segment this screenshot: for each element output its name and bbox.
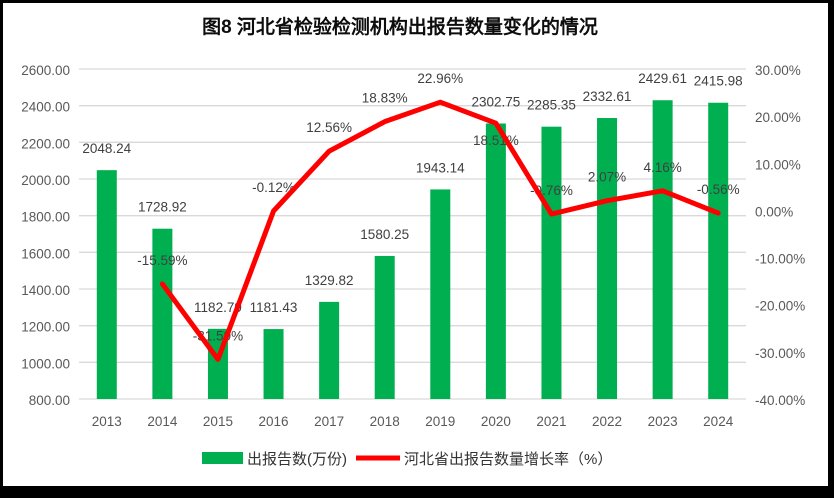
bar-label-2015: 1182.79 [194, 300, 242, 315]
legend: 出报告数(万份) 河北省出报告数量增长率（%） [202, 451, 612, 468]
left-axis-tick: 1000.00 [21, 356, 70, 371]
left-axis-tick: 2000.00 [21, 173, 70, 188]
bar-series [96, 100, 729, 400]
left-axis-tick: 2600.00 [21, 63, 70, 78]
bar-label-2024: 2415.98 [694, 74, 743, 89]
bar-label-2021: 2285.35 [527, 98, 576, 113]
line-legend-label: 河北省出报告数量增长率（%） [404, 451, 612, 468]
bar-label-2019: 1943.14 [416, 160, 465, 175]
x-axis-labels: 2013 2014 2015 2016 2017 2018 2019 2020 2021 2022… [92, 414, 734, 429]
left-axis-tick: 800.00 [29, 393, 70, 408]
bar-label-2018: 1580.25 [360, 227, 409, 242]
bar-2013 [96, 170, 117, 399]
line-value-labels: -15.59%-31.59%-0.12%12.56%18.83%22.96%18… [137, 71, 739, 343]
x-axis-tick-2019: 2019 [425, 414, 455, 429]
line-series [159, 99, 721, 362]
x-axis-tick-2020: 2020 [481, 414, 511, 429]
line-label-2022: 2.07% [588, 170, 626, 185]
bar-label-2013: 2048.24 [82, 141, 131, 156]
line-label-2024: -0.56% [697, 182, 740, 197]
left-axis-tick: 2200.00 [21, 136, 70, 151]
right-axis-tick: -30.00% [755, 346, 805, 361]
bar-2016 [263, 329, 284, 399]
bar-2020 [485, 123, 506, 399]
x-axis-tick-2017: 2017 [314, 414, 344, 429]
left-axis-ticks: 2600.00 2400.00 2200.00 2000.00 1800.00 1600.… [21, 63, 70, 408]
right-axis-tick: 0.00% [755, 204, 793, 219]
left-axis-tick: 1200.00 [21, 320, 70, 335]
left-axis-tick: 1400.00 [21, 283, 70, 298]
bar-label-2023: 2429.61 [638, 71, 687, 86]
bar-2018 [374, 255, 395, 399]
bar-2017 [319, 301, 340, 399]
growth-rate-line [159, 99, 721, 362]
left-axis-tick: 1600.00 [21, 246, 70, 261]
left-axis-tick: 2400.00 [21, 100, 70, 115]
x-axis-tick-2013: 2013 [92, 414, 122, 429]
right-axis-tick: 20.00% [755, 110, 801, 125]
right-axis-tick: 10.00% [755, 157, 801, 172]
bar-2022 [597, 118, 618, 400]
bar-label-2022: 2332.61 [583, 89, 632, 104]
right-axis-tick: -40.00% [755, 393, 805, 408]
line-label-2016: -0.12% [252, 180, 295, 195]
bar-2023 [652, 100, 673, 400]
line-label-2014: -15.59% [137, 253, 187, 268]
bar-value-labels: 2048.24 1728.92 1182.79 1181.43 1329.82 1580.… [82, 71, 742, 315]
x-axis-tick-2024: 2024 [703, 414, 734, 429]
bar-2021 [541, 126, 562, 399]
bar-2014 [152, 228, 173, 399]
x-axis-tick-2021: 2021 [536, 414, 566, 429]
x-axis-tick-2015: 2015 [203, 414, 233, 429]
line-label-2018: 18.83% [362, 91, 408, 106]
chart-background [3, 3, 828, 486]
x-axis-tick-2016: 2016 [259, 414, 289, 429]
bar-label-2020: 2302.75 [471, 94, 520, 109]
bar-2024 [708, 102, 729, 399]
bar-label-2016: 1181.43 [250, 300, 298, 315]
x-axis-tick-2018: 2018 [370, 414, 400, 429]
line-label-2019: 22.96% [417, 71, 463, 86]
bar-2019 [430, 189, 451, 399]
x-axis-tick-2014: 2014 [147, 414, 178, 429]
bar-label-2017: 1329.82 [305, 273, 354, 288]
bar-legend-swatch [202, 452, 243, 464]
bar-legend-label: 出报告数(万份) [247, 451, 347, 468]
left-axis-tick: 1800.00 [21, 210, 70, 225]
right-axis-ticks: 30.00% 20.00% 10.00% 0.00% -10.00% -20.00% -30… [755, 63, 805, 408]
line-label-2017: 12.56% [306, 120, 352, 135]
right-axis-tick: -10.00% [755, 252, 805, 267]
right-axis-tick: 30.00% [755, 63, 801, 78]
x-axis-tick-2023: 2023 [648, 414, 678, 429]
right-axis-tick: -20.00% [755, 299, 805, 314]
line-label-2023: 4.16% [643, 160, 681, 175]
x-axis-tick-2022: 2022 [592, 414, 622, 429]
bar-label-2014: 1728.92 [138, 200, 187, 215]
chart-title: 图8 河北省检验检测机构出报告数量变化的情况 [202, 15, 598, 38]
